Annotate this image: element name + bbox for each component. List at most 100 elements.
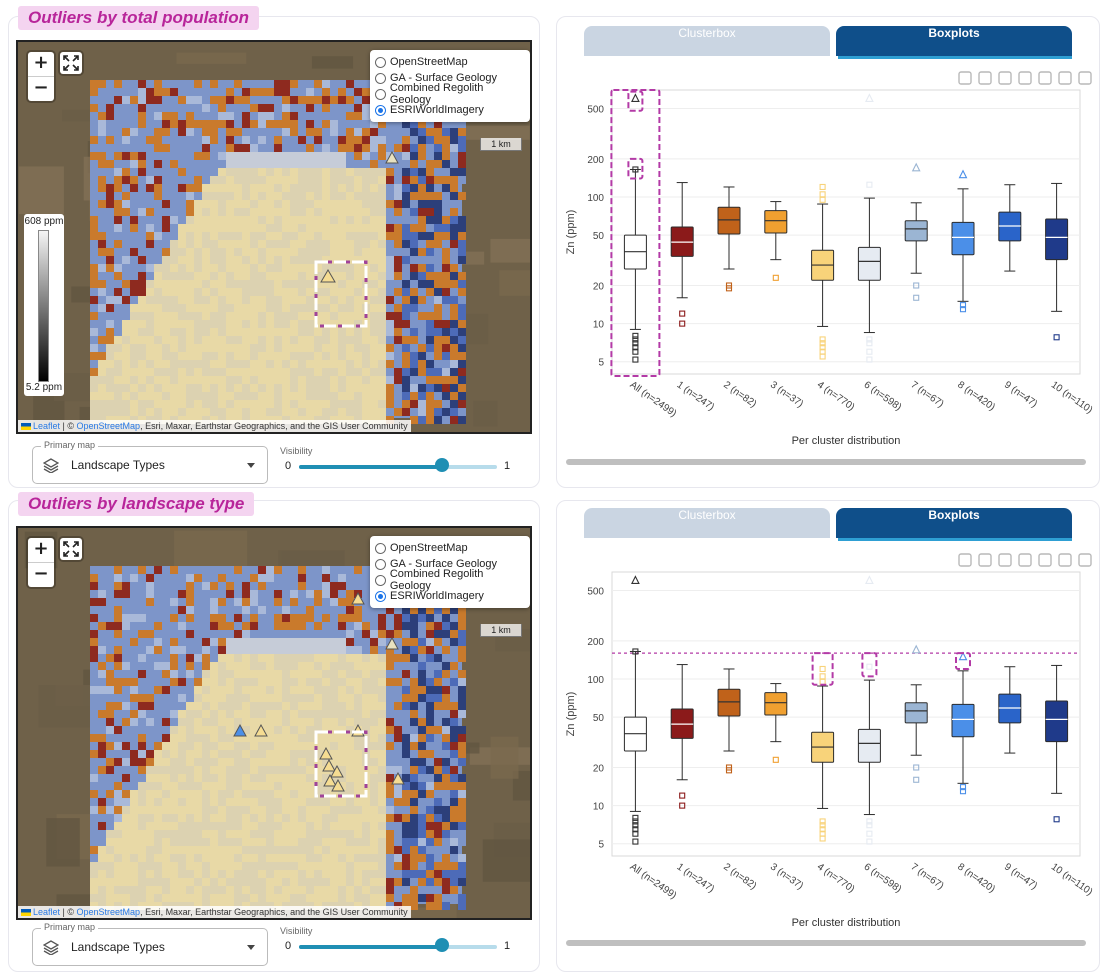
box-3[interactable] <box>764 683 788 763</box>
zoom-in-icon[interactable] <box>1018 71 1032 85</box>
landscape-cell <box>354 320 362 328</box>
radio-icon[interactable] <box>375 72 386 84</box>
sample-marker[interactable] <box>330 764 344 778</box>
home-icon[interactable] <box>1078 71 1092 85</box>
sample-marker[interactable] <box>320 269 336 283</box>
landscape-cell <box>402 336 410 344</box>
box-6[interactable] <box>904 162 928 301</box>
primary-map-select[interactable]: Primary map Landscape Types <box>32 922 268 966</box>
map-view[interactable]: + − OpenStreetMap GA - Surface Geology C… <box>16 40 532 434</box>
osm-link[interactable]: OpenStreetMap <box>76 421 141 431</box>
layer-option-esri-imagery[interactable]: ESRIWorldImagery <box>375 102 525 118</box>
sample-marker[interactable] <box>331 778 345 792</box>
sample-marker[interactable] <box>254 723 268 737</box>
radio-icon[interactable] <box>375 574 386 586</box>
leaflet-link[interactable]: Leaflet <box>33 421 61 431</box>
pan-icon[interactable] <box>998 71 1012 85</box>
sample-marker[interactable] <box>351 591 365 605</box>
box-6[interactable] <box>904 644 928 783</box>
sample-marker[interactable] <box>233 723 247 737</box>
map-view[interactable]: + − OpenStreetMap GA - Surface Geology C… <box>16 526 532 920</box>
box-3[interactable] <box>764 201 788 281</box>
outlier-marker <box>819 344 826 351</box>
layer-option-openstreetmap[interactable]: OpenStreetMap <box>375 54 525 70</box>
radio-icon[interactable] <box>375 88 386 100</box>
box-4[interactable] <box>811 183 835 360</box>
radio-selected-icon[interactable] <box>375 104 386 116</box>
fullscreen-button[interactable] <box>60 52 82 74</box>
zoom-out-button[interactable]: − <box>28 76 54 101</box>
slider-track[interactable] <box>299 945 497 949</box>
box-8[interactable] <box>998 666 1022 754</box>
visibility-slider[interactable]: Visibility 0 1 <box>280 926 510 962</box>
primary-map-select[interactable]: Primary map Landscape Types <box>32 440 268 484</box>
layer-option-regolith-geology[interactable]: Combined Regolith Geology <box>375 82 525 106</box>
landscape-cell <box>298 208 306 216</box>
slider-thumb[interactable] <box>434 938 449 952</box>
radio-icon[interactable] <box>375 56 386 68</box>
layer-option-regolith-geology[interactable]: Combined Regolith Geology <box>375 568 525 592</box>
sample-marker[interactable] <box>391 771 405 785</box>
camera-icon[interactable] <box>958 71 972 85</box>
zoom-out-icon[interactable] <box>1038 553 1052 567</box>
box-0[interactable] <box>623 575 647 845</box>
zoom-out-button[interactable]: − <box>28 562 54 587</box>
layer-option-surface-geology[interactable]: GA - Surface Geology <box>375 70 525 86</box>
radio-icon[interactable] <box>375 542 386 554</box>
landscape-cell <box>290 216 298 224</box>
osm-link[interactable]: OpenStreetMap <box>76 907 141 917</box>
autoscale-icon[interactable] <box>1058 553 1072 567</box>
pan-icon[interactable] <box>998 553 1012 567</box>
camera-icon[interactable] <box>958 553 972 567</box>
landscape-cell <box>282 168 290 176</box>
landscape-cell <box>274 638 282 646</box>
zoom-icon[interactable] <box>978 553 992 567</box>
zoom-in-button[interactable]: + <box>33 52 49 73</box>
sample-marker[interactable] <box>385 636 399 650</box>
sample-marker[interactable] <box>385 150 399 164</box>
tab-boxplots[interactable]: Boxplots <box>836 26 1072 56</box>
box-9[interactable] <box>1045 664 1069 823</box>
sample-marker[interactable] <box>319 746 333 760</box>
landscape-cell <box>234 718 242 726</box>
tab-clusterbox[interactable]: Clusterbox <box>584 26 830 56</box>
box-5[interactable] <box>857 93 881 363</box>
slider-track[interactable] <box>299 465 497 469</box>
box-1[interactable] <box>670 182 694 327</box>
slider-thumb[interactable] <box>434 458 449 472</box>
box-7[interactable] <box>951 651 975 795</box>
zoom-icon[interactable] <box>978 71 992 85</box>
landscape-cell <box>170 870 178 878</box>
box-2[interactable] <box>717 668 741 774</box>
horizontal-scrollbar[interactable] <box>566 459 1086 465</box>
layer-option-surface-geology[interactable]: GA - Surface Geology <box>375 556 525 572</box>
tab-clusterbox[interactable]: Clusterbox <box>584 508 830 538</box>
box-0[interactable] <box>623 93 647 363</box>
home-icon[interactable] <box>1078 553 1092 567</box>
horizontal-scrollbar[interactable] <box>566 940 1086 946</box>
box-7[interactable] <box>951 169 975 313</box>
sample-marker[interactable] <box>323 773 337 787</box>
sample-marker[interactable] <box>322 758 336 772</box>
layer-option-openstreetmap[interactable]: OpenStreetMap <box>375 540 525 556</box>
radio-selected-icon[interactable] <box>375 590 386 602</box>
zoom-out-icon[interactable] <box>1038 71 1052 85</box>
box-4[interactable] <box>811 665 835 842</box>
box-1[interactable] <box>670 664 694 809</box>
leaflet-link[interactable]: Leaflet <box>33 907 61 917</box>
tab-boxplots[interactable]: Boxplots <box>836 508 1072 538</box>
zoom-in-button[interactable]: + <box>33 538 49 559</box>
zoom-in-icon[interactable] <box>1018 553 1032 567</box>
layer-option-esri-imagery[interactable]: ESRIWorldImagery <box>375 588 525 604</box>
box-5[interactable] <box>857 575 881 845</box>
autoscale-icon[interactable] <box>1058 71 1072 85</box>
box-2[interactable] <box>717 186 741 292</box>
box-8[interactable] <box>998 184 1022 272</box>
fullscreen-button[interactable] <box>60 538 82 560</box>
visibility-slider[interactable]: Visibility 0 1 <box>280 446 510 482</box>
landscape-cell <box>418 264 426 272</box>
box-9[interactable] <box>1045 182 1069 341</box>
radio-icon[interactable] <box>375 558 386 570</box>
